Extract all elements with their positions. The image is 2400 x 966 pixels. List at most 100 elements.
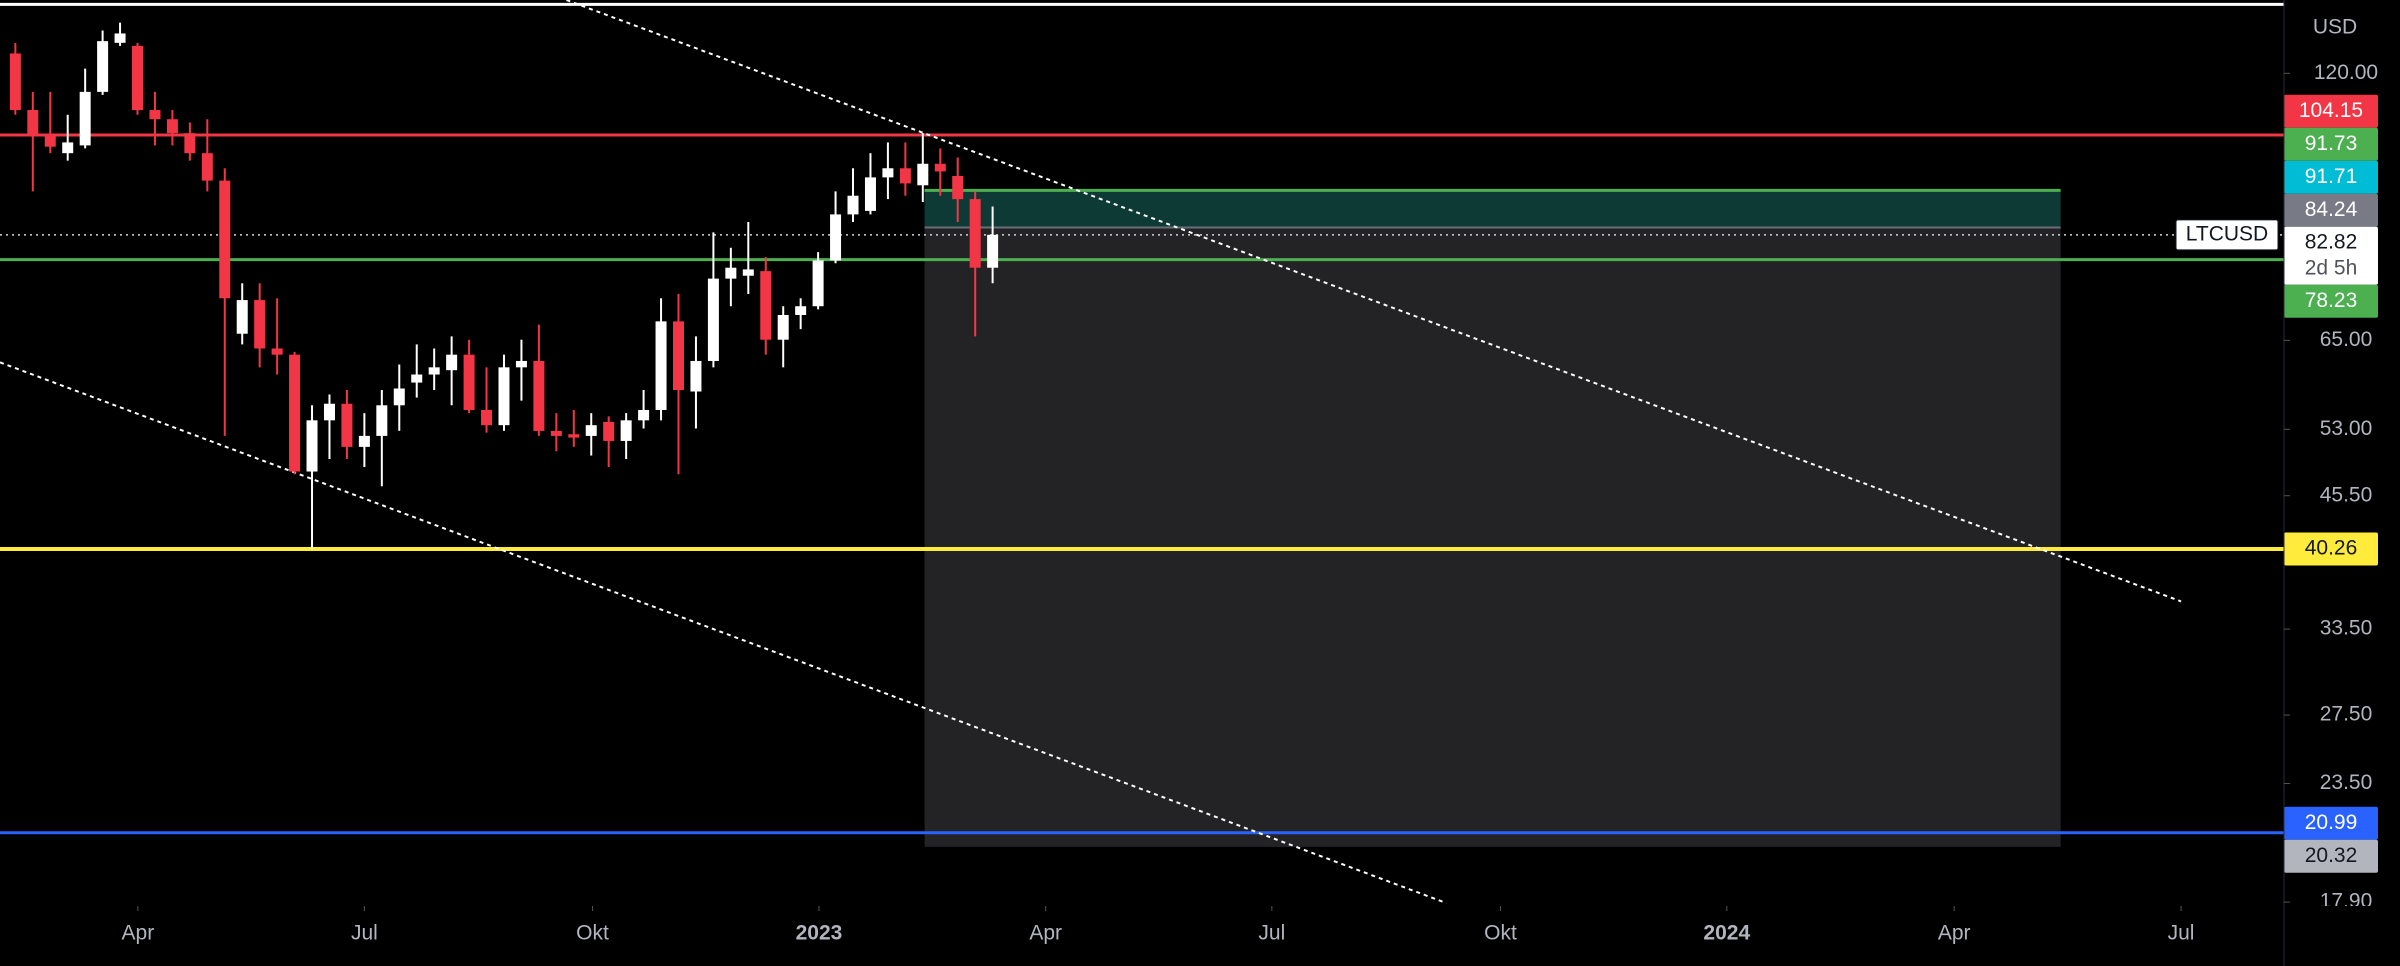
price-tag — [2284, 284, 2378, 318]
candle-body — [463, 354, 475, 410]
candle-body — [812, 260, 824, 307]
candle-body — [271, 348, 283, 355]
currency-label: USD — [2313, 16, 2357, 39]
candle-body — [149, 110, 161, 120]
candle-body — [847, 195, 859, 215]
candle-body — [79, 91, 91, 146]
y-tick-label: 23.50 — [2320, 771, 2373, 794]
x-tick-label: Apr — [1938, 922, 1971, 945]
y-tick-label: 65.00 — [2320, 328, 2373, 351]
candle-body — [498, 367, 510, 426]
countdown-label: 2d 5h — [2305, 256, 2358, 279]
candle-body — [114, 33, 126, 43]
price-tag — [2284, 532, 2378, 566]
candle-body — [27, 110, 39, 135]
candle-body — [830, 214, 842, 261]
y-tick-label: 33.50 — [2320, 617, 2373, 640]
candle-body — [550, 430, 562, 436]
candle-body — [428, 367, 440, 375]
candle-body — [568, 434, 580, 438]
candle-body — [864, 177, 876, 211]
candle-body — [44, 134, 56, 147]
candle-body — [184, 133, 196, 154]
candle-body — [655, 321, 667, 410]
price-tag-label: 82.82 — [2305, 230, 2358, 253]
price-tag — [2284, 226, 2378, 285]
symbol-label: LTCUSD — [2186, 222, 2268, 245]
candle-body — [289, 354, 301, 472]
candle-body — [446, 354, 458, 371]
candle-body — [132, 45, 144, 111]
candle-body — [515, 360, 527, 368]
price-axis: 104.15 91.73 91.71 84.24 82.82 2d 5h 78.23 40.2… — [2284, 94, 2378, 873]
candle-body — [201, 153, 213, 181]
symbol-tag — [2175, 219, 2279, 251]
candle-body — [742, 269, 754, 276]
price-tag-label: 84.24 — [2305, 198, 2358, 221]
x-tick-label: Okt — [1484, 922, 1517, 945]
x-tick-label: Okt — [576, 922, 609, 945]
x-tick-label: Jul — [1258, 922, 1285, 945]
x-tick-label: Jul — [351, 922, 378, 945]
candle-body — [934, 163, 946, 172]
x-tick-label: Apr — [122, 922, 155, 945]
price-tag-label: 91.71 — [2305, 165, 2358, 188]
price-tag-label: 78.23 — [2305, 289, 2358, 312]
price-tag — [2284, 127, 2378, 161]
loss-zone — [924, 227, 2061, 847]
candle-body — [481, 409, 493, 426]
candle-body — [62, 142, 74, 154]
candle-body — [166, 119, 178, 134]
price-tag-label: 91.73 — [2305, 132, 2358, 155]
x-tick-label: 2023 — [796, 922, 843, 945]
candle-body — [219, 180, 231, 299]
candle-body — [760, 271, 772, 340]
price-tag — [2284, 806, 2378, 840]
candle-body — [672, 321, 684, 391]
candle-body — [795, 306, 807, 315]
candle-body — [236, 300, 248, 334]
candle-body — [725, 267, 737, 279]
x-tick-label: Apr — [1029, 922, 1062, 945]
price-tag-label: 20.99 — [2305, 811, 2358, 834]
candle-body — [411, 374, 423, 383]
y-tick-label: 17.90 — [2320, 890, 2373, 913]
candle-body — [987, 234, 999, 268]
plot-area — [0, 0, 2284, 905]
candle-body — [254, 300, 266, 349]
profit-zone — [924, 190, 2061, 228]
candle-body — [882, 168, 894, 178]
candle-body — [376, 405, 388, 436]
candle-body — [585, 425, 597, 436]
candle-body — [393, 388, 405, 406]
y-tick-label: 45.50 — [2320, 483, 2373, 506]
y-tick-label: 120.00 — [2314, 61, 2378, 84]
price-tag-label: 20.32 — [2305, 844, 2358, 867]
candle-body — [969, 199, 981, 268]
price-tag — [2284, 839, 2378, 873]
candle-body — [9, 53, 21, 111]
price-tag-label: 104.15 — [2299, 99, 2363, 122]
candle-body — [777, 314, 789, 340]
candle-body — [917, 163, 929, 186]
candle-body — [638, 409, 650, 421]
trend-line — [0, 361, 1447, 905]
candle-body — [603, 421, 615, 441]
candle-body — [306, 420, 318, 472]
price-tag — [2284, 160, 2378, 194]
candle-body — [358, 435, 370, 447]
candle-body — [533, 360, 545, 431]
candle-body — [899, 168, 911, 184]
y-tick-label: 27.50 — [2320, 703, 2373, 726]
price-tag — [2284, 193, 2378, 227]
price-tag — [2284, 94, 2378, 128]
candle-body — [707, 278, 719, 361]
candle-body — [341, 403, 353, 447]
candle-body — [690, 360, 702, 392]
trend-line — [566, 0, 2182, 603]
y-tick-group: 120.00 65.00 53.00 45.50 33.50 27.50 23.50 17.9… — [2284, 61, 2378, 913]
price-tag-label: 40.26 — [2305, 537, 2358, 560]
candle-body — [952, 175, 964, 200]
candle-body — [620, 420, 632, 441]
